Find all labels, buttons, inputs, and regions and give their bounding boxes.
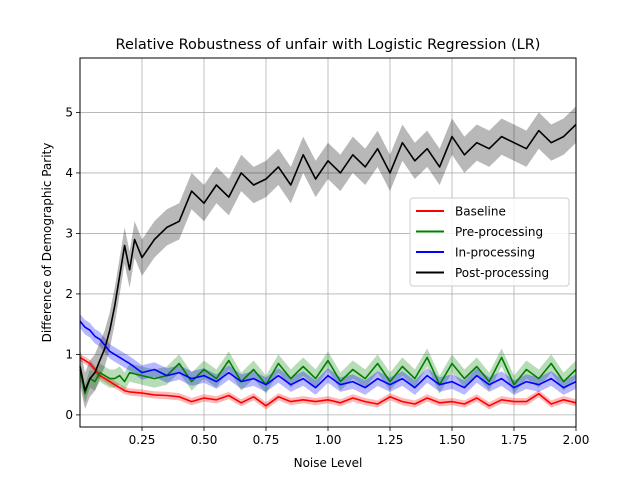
series-line-layer (79, 123, 577, 407)
x-tick-label: 1.50 (439, 433, 466, 447)
y-tick-label: 3 (65, 226, 73, 240)
y-tick-label: 5 (65, 105, 73, 119)
chart-title: Relative Robustness of unfair with Logis… (116, 37, 541, 53)
x-tick-label: 1.25 (377, 433, 404, 447)
line-pre-processing (79, 356, 577, 395)
y-tick-label: 4 (65, 166, 73, 180)
legend-items: Baseline Pre-processing In-processing Post-… (416, 205, 549, 280)
band-baseline (80, 353, 576, 410)
line-baseline (79, 356, 577, 407)
x-tick-label: 0.75 (253, 433, 280, 447)
x-tick-label: 2.00 (563, 433, 590, 447)
x-tick-label: 0.50 (191, 433, 218, 447)
legend-label-post-processing: Post-processing (455, 266, 549, 280)
legend-label-in-processing: In-processing (455, 246, 535, 260)
line-in-processing (79, 320, 577, 389)
x-tick-label: 1.75 (501, 433, 528, 447)
confidence-band-layer (80, 106, 576, 410)
x-tick-label: 1.00 (315, 433, 342, 447)
band-pre-processing (80, 348, 576, 403)
band-in-processing (80, 313, 576, 395)
y-tick-label: 0 (65, 408, 73, 422)
y-tick-label: 2 (65, 287, 73, 301)
y-tick-label: 1 (65, 347, 73, 361)
x-axis-label: Noise Level (294, 456, 363, 470)
band-post-processing (80, 106, 576, 409)
y-axis-label: Difference of Demographic Parity (40, 143, 54, 343)
y-tick-layer: 0 1 2 3 4 5 (65, 105, 80, 422)
x-tick-layer: 0.25 0.50 0.75 1.00 1.25 1.50 1.75 2.00 (129, 427, 590, 447)
legend-frame (409, 197, 570, 287)
legend-label-baseline: Baseline (455, 205, 506, 219)
x-tick-label: 0.25 (129, 433, 156, 447)
legend-label-pre-processing: Pre-processing (455, 225, 543, 239)
legend: Baseline Pre-processing In-processing Post-… (409, 197, 570, 287)
line-post-processing (79, 123, 577, 392)
